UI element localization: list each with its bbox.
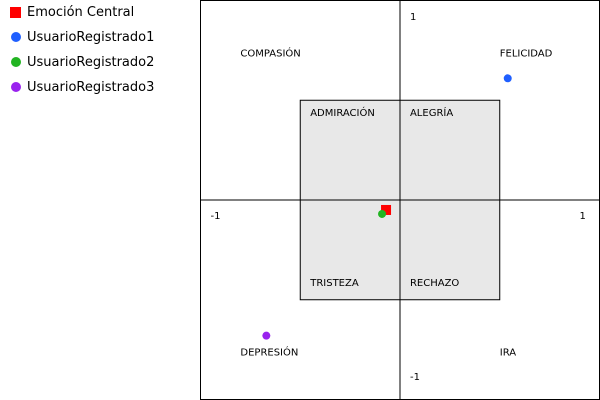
region-label: COMPASIÓN — [240, 46, 300, 59]
region-label: TRISTEZA — [309, 278, 359, 289]
legend-item-usuario-registrado-1: UsuarioRegistrado1 — [10, 27, 154, 47]
legend-label: UsuarioRegistrado1 — [27, 29, 155, 45]
region-label: DEPRESIÓN — [240, 346, 298, 359]
legend-label: Emoción Central — [27, 4, 135, 20]
region-label: ADMIRACIÓN — [310, 106, 375, 119]
region-label: ALEGRÍA — [410, 106, 453, 119]
data-point-circle — [378, 209, 387, 218]
x-min-tick-label: -1 — [211, 211, 221, 222]
y-max-tick-label: 1 — [410, 12, 416, 23]
region-label: FELICIDAD — [500, 48, 553, 59]
legend-label: UsuarioRegistrado3 — [27, 79, 155, 95]
x-max-tick-label: 1 — [580, 211, 586, 222]
region-labels: COMPASIÓN FELICIDAD ADMIRACIÓN ALEGRÍA TRIST… — [240, 46, 552, 358]
legend-item-usuario-registrado-2: UsuarioRegistrado2 — [10, 52, 154, 72]
data-point-circle — [503, 74, 512, 83]
region-label: IRA — [500, 348, 516, 359]
blue-circle-marker-icon — [11, 32, 21, 42]
data-point-circle — [262, 331, 271, 340]
chart-grid — [200, 0, 600, 400]
purple-circle-marker-icon — [11, 82, 21, 92]
data-point-square — [381, 204, 392, 215]
y-min-tick-label: -1 — [410, 372, 420, 383]
data-points — [262, 74, 512, 340]
region-label: RECHAZO — [410, 278, 459, 289]
legend-label: UsuarioRegistrado2 — [27, 54, 155, 70]
legend-item-usuario-registrado-3: UsuarioRegistrado3 — [10, 77, 154, 97]
green-circle-marker-icon — [11, 57, 21, 67]
red-square-marker-icon — [10, 6, 21, 18]
axis-ticks: 1 -1 -1 1 — [211, 12, 586, 383]
legend-item-emocion-central: Emoción Central — [10, 2, 134, 22]
